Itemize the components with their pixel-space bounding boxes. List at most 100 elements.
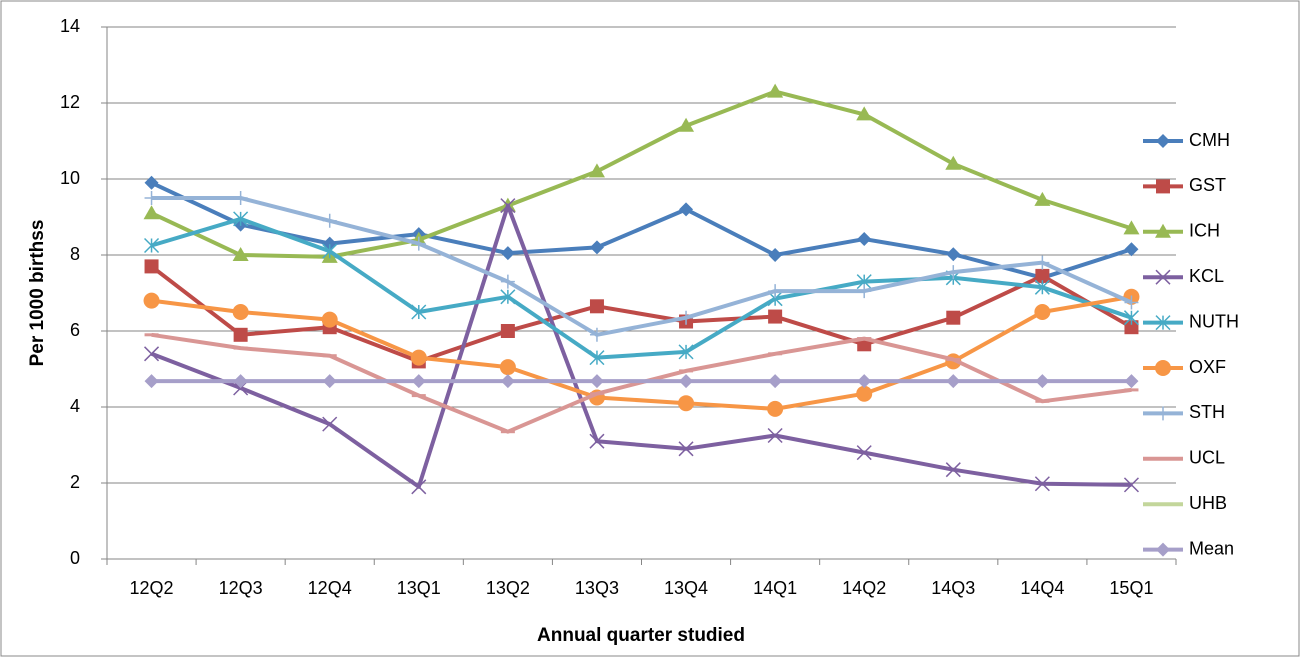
marker	[411, 479, 427, 495]
marker	[768, 248, 783, 262]
legend-label: NUTH	[1189, 311, 1239, 331]
marker	[857, 232, 872, 247]
marker	[1124, 295, 1139, 310]
marker	[945, 462, 961, 478]
marker	[143, 292, 160, 309]
marker	[589, 327, 604, 342]
x-tick-label: 12Q3	[219, 578, 263, 598]
marker	[411, 236, 426, 251]
marker	[500, 198, 516, 214]
legend-marker	[1155, 360, 1171, 376]
y-tick-label: 6	[70, 320, 80, 340]
series-line	[151, 196, 1133, 337]
y-tick-label: 10	[60, 168, 80, 188]
marker	[144, 191, 159, 205]
legend-marker	[1156, 179, 1170, 194]
series-line	[150, 203, 1132, 489]
marker	[589, 350, 605, 366]
marker	[1123, 220, 1140, 235]
series	[144, 374, 1139, 389]
marker	[589, 299, 604, 314]
y-tick-label: 8	[70, 244, 80, 264]
x-tick-label: 13Q3	[575, 578, 619, 598]
y-tick-label: 12	[60, 92, 80, 112]
marker	[233, 327, 248, 342]
marker	[144, 346, 160, 362]
marker	[767, 400, 784, 417]
marker	[410, 349, 427, 366]
marker	[499, 359, 516, 376]
marker	[768, 374, 783, 389]
x-tick-label: 13Q2	[486, 578, 530, 598]
marker	[945, 155, 962, 170]
marker	[144, 175, 159, 190]
marker	[679, 310, 694, 325]
legend-marker	[1156, 134, 1170, 148]
marker	[946, 374, 961, 389]
marker	[1034, 476, 1050, 492]
marker	[857, 374, 872, 389]
x-tick-label: 12Q4	[308, 578, 352, 598]
marker	[679, 202, 694, 217]
marker	[411, 304, 427, 320]
marker	[500, 374, 515, 389]
x-tick-label: 15Q1	[1109, 578, 1153, 598]
legend-label: UCL	[1189, 448, 1225, 468]
marker	[1035, 268, 1050, 283]
marker	[589, 433, 605, 449]
x-tick-label: 13Q4	[664, 578, 708, 598]
marker	[233, 211, 249, 227]
x-tick-label: 12Q2	[130, 578, 174, 598]
marker	[322, 213, 337, 228]
marker	[946, 310, 961, 325]
marker	[768, 284, 783, 299]
y-tick-label: 4	[70, 396, 80, 416]
marker	[1123, 310, 1139, 326]
marker	[144, 374, 159, 389]
marker	[768, 309, 783, 324]
marker	[678, 344, 694, 360]
y-tick-label: 2	[70, 472, 80, 492]
legend-label: CMH	[1189, 130, 1230, 150]
legend-label: KCL	[1189, 266, 1224, 286]
marker	[767, 83, 784, 98]
x-tick-label: 14Q1	[753, 578, 797, 598]
x-axis-title: Annual quarter studied	[537, 625, 745, 646]
marker	[322, 374, 337, 389]
series-line	[150, 89, 1133, 259]
marker	[232, 247, 249, 261]
marker	[321, 311, 338, 328]
marker	[588, 163, 605, 178]
marker	[1124, 320, 1139, 335]
legend-label: UHB	[1189, 493, 1227, 513]
legend-label: Mean	[1189, 538, 1234, 558]
marker	[678, 395, 695, 412]
legend-marker	[1156, 406, 1170, 421]
y-tick-label: 0	[70, 548, 80, 568]
legend-marker	[1156, 542, 1170, 557]
marker	[857, 284, 872, 299]
marker	[1124, 374, 1139, 389]
series	[144, 259, 1139, 369]
x-tick-label: 14Q4	[1020, 578, 1064, 598]
marker	[1123, 477, 1139, 493]
series-line	[150, 180, 1133, 280]
marker	[1034, 304, 1051, 320]
marker	[144, 259, 159, 274]
marker	[1035, 255, 1050, 270]
marker	[678, 441, 694, 457]
marker	[856, 106, 873, 121]
series	[143, 83, 1140, 263]
marker	[1034, 279, 1050, 295]
marker	[1034, 191, 1051, 206]
marker	[767, 427, 783, 444]
y-axis-title: Per 1000 birthss	[27, 220, 48, 367]
legend-label: GST	[1189, 175, 1226, 195]
legend-label: ICH	[1189, 221, 1220, 241]
legend-marker	[1155, 269, 1171, 285]
marker	[678, 117, 695, 132]
x-tick-label: 14Q3	[931, 578, 975, 598]
marker	[500, 274, 515, 289]
